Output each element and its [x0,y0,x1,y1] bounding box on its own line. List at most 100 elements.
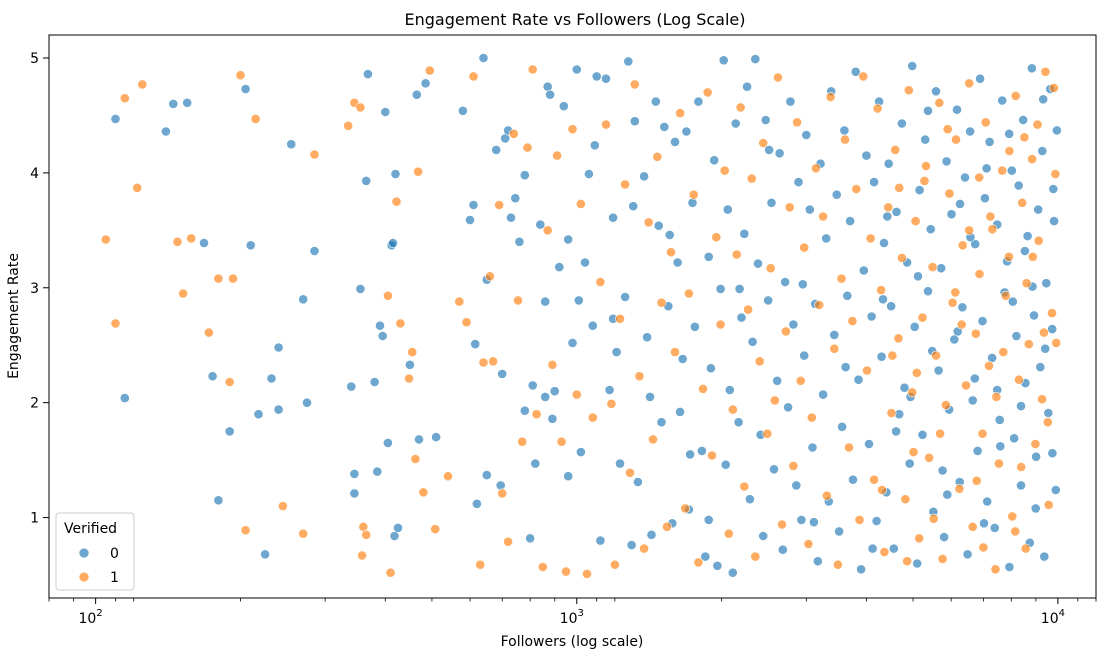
point-verified-1-57 [561,566,571,577]
point-verified-1-30 [410,454,421,464]
point-verified-0-28 [375,320,385,331]
point-verified-0-177 [888,543,899,554]
point-verified-1-160 [970,328,981,339]
point-verified-1-120 [833,559,843,570]
point-verified-0-164 [856,564,866,575]
point-verified-0-183 [904,458,915,469]
point-verified-0-165 [858,265,869,276]
point-verified-0-25 [362,69,373,79]
point-verified-0-223 [1006,165,1017,176]
point-verified-0-168 [866,311,877,322]
point-verified-1-109 [792,117,802,128]
point-verified-1-46 [508,128,519,139]
point-verified-0-150 [818,389,828,400]
x-axis-label: Followers (log scale) [501,634,644,650]
point-verified-0-17 [298,294,309,305]
point-verified-0-227 [1016,480,1026,491]
legend-box [55,512,135,591]
point-verified-1-214 [1019,132,1030,143]
point-verified-1-76 [656,297,667,308]
point-verified-0-98 [672,257,683,268]
point-verified-0-272 [1047,448,1058,459]
point-verified-1-151 [941,400,951,410]
point-verified-1-208 [1016,462,1027,472]
point-verified-0-134 [774,148,785,159]
point-verified-1-10 [224,377,235,387]
point-verified-1-200 [902,556,912,567]
point-verified-0-258 [1040,343,1051,354]
point-verified-0-106 [697,445,707,456]
point-verified-1-197 [1042,417,1053,428]
point-verified-0-61 [540,391,551,402]
point-verified-1-3 [132,182,143,193]
point-verified-0-184 [907,61,918,71]
point-verified-1-107 [784,202,795,213]
point-verified-0-166 [861,150,872,161]
point-verified-0-224 [1009,433,1019,444]
point-verified-1-179 [1033,235,1044,246]
point-verified-0-119 [733,417,744,428]
point-verified-1-128 [862,365,872,376]
point-verified-0-140 [791,480,802,491]
point-verified-1-50 [527,64,538,75]
point-verified-1-91 [723,528,734,539]
point-verified-0-175 [883,158,894,169]
point-verified-0-125 [750,54,761,64]
point-verified-1-38 [468,71,479,82]
point-verified-0-40 [420,78,431,89]
data-points [100,53,1062,579]
point-verified-0-191 [925,224,936,235]
x-tick-label: 103 [560,608,584,627]
point-verified-0-3 [168,99,179,109]
point-verified-1-205 [978,542,989,553]
point-verified-0-103 [687,197,698,208]
point-verified-1-55 [552,150,562,161]
y-axis-ticks: 1 2 3 4 5 [30,51,49,527]
point-verified-0-33 [388,238,398,248]
point-verified-0-137 [783,402,793,413]
point-verified-0-18 [302,397,312,408]
point-verified-0-97 [670,136,680,147]
legend-marker-1 [78,571,90,583]
point-verified-0-285 [589,140,600,151]
point-verified-0-288 [519,170,530,181]
legend-title: Verified [64,521,117,537]
point-verified-0-99 [675,406,685,417]
point-verified-1-196 [1032,119,1043,130]
point-verified-0-187 [914,185,925,195]
point-verified-0-82 [615,458,625,469]
point-verified-0-100 [677,354,688,364]
point-verified-1-162 [977,428,988,439]
point-verified-0-2 [160,126,171,137]
point-verified-1-143 [914,533,925,544]
point-verified-0-203 [957,302,968,313]
point-verified-1-69 [625,467,635,478]
point-verified-0-173 [879,238,889,248]
point-verified-1-18 [343,120,354,131]
point-verified-0-0 [110,114,121,124]
point-verified-0-280 [685,449,695,460]
point-verified-1-12 [235,70,246,81]
point-verified-1-157 [961,380,971,391]
point-verified-0-76 [591,71,602,82]
point-verified-0-10 [245,240,256,251]
point-verified-1-90 [719,165,730,176]
point-verified-1-203 [950,287,961,298]
point-verified-0-255 [1007,296,1018,307]
point-verified-0-271 [1038,94,1049,105]
point-verified-0-176 [886,301,896,312]
point-verified-1-63 [595,277,606,287]
point-verified-0-195 [936,263,947,274]
point-verified-1-47 [513,295,523,306]
point-verified-1-184 [1050,169,1061,179]
point-verified-0-7 [213,495,224,506]
point-verified-0-201 [952,104,962,115]
point-verified-1-78 [666,247,676,258]
point-verified-1-183 [1047,308,1057,318]
point-verified-1-74 [648,434,658,445]
point-verified-1-141 [907,387,918,398]
point-verified-1-154 [951,134,961,145]
point-verified-1-51 [531,409,542,420]
point-verified-0-64 [547,413,558,424]
